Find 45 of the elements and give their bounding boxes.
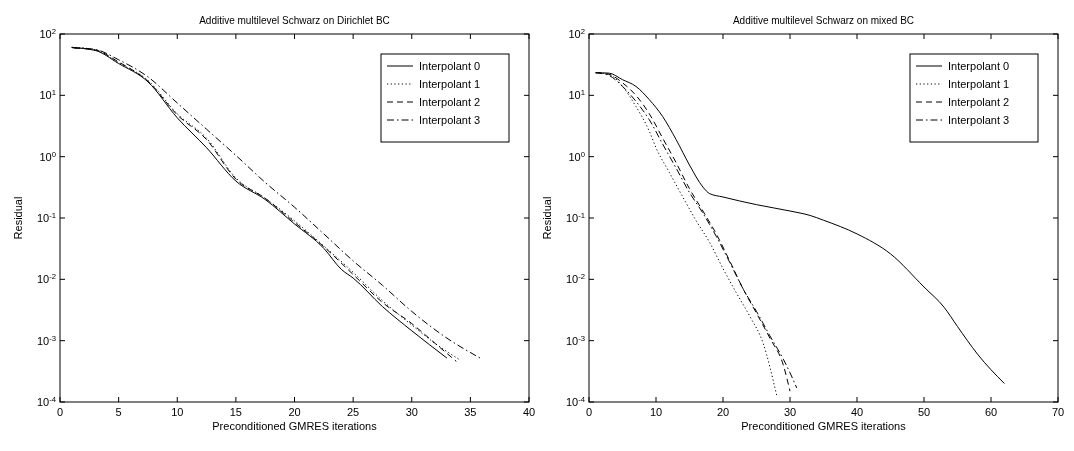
x-tick-label: 0 xyxy=(56,406,64,418)
y-tick-label: 10$^{-3}$ xyxy=(36,333,56,347)
x-tick-label: 15 xyxy=(229,406,242,418)
x-tick-label: 10 xyxy=(171,406,184,418)
y-tick-label: 10$^{0}$ xyxy=(39,149,56,163)
legend-label: Interpolant 2 xyxy=(948,96,1010,108)
y-tick-label: 10$^{-2}$ xyxy=(565,271,585,286)
y-tick-label: 10$^{1}$ xyxy=(39,87,56,102)
x-axis-title: Preconditioned GMRES iterations xyxy=(741,420,907,432)
legend-label: Interpolant 3 xyxy=(948,114,1010,126)
x-tick-label: 50 xyxy=(917,406,931,418)
x-tick-label: 30 xyxy=(405,406,418,418)
y-tick-label: 10$^{-2}$ xyxy=(36,271,56,286)
legend-label: Interpolant 0 xyxy=(948,60,1010,72)
chart-title: Additive multilevel Schwarz on mixed BC xyxy=(732,15,915,26)
y-axis-title: Residual xyxy=(541,196,553,240)
y-tick-label: 10$^{-1}$ xyxy=(36,210,56,224)
y-tick-label: 10$^{-4}$ xyxy=(565,394,586,408)
x-tick-label: 40 xyxy=(522,406,536,418)
x-tick-label: 30 xyxy=(783,406,797,418)
y-tick-label: 10$^{-1}$ xyxy=(565,210,585,224)
x-tick-label: 60 xyxy=(984,406,998,418)
y-tick-label: 10$^{2}$ xyxy=(39,26,56,40)
y-tick-label: 10$^{-4}$ xyxy=(36,394,57,408)
x-tick-label: 20 xyxy=(716,406,730,418)
legend-label: Interpolant 1 xyxy=(948,78,1010,90)
chart-title: Additive multilevel Schwarz on Dirichlet BC xyxy=(199,15,390,26)
x-axis-title: Preconditioned GMRES iterations xyxy=(212,420,378,432)
y-axis-title: Residual xyxy=(12,196,24,240)
x-tick-label: 70 xyxy=(1051,406,1065,418)
x-tick-label: 25 xyxy=(347,406,360,418)
legend-label: Interpolant 2 xyxy=(419,96,481,108)
legend-label: Interpolant 1 xyxy=(419,78,481,90)
y-tick-label: 10$^{-3}$ xyxy=(565,333,585,347)
y-tick-label: 10$^{0}$ xyxy=(568,149,585,163)
y-tick-label: 10$^{1}$ xyxy=(568,87,585,102)
y-tick-label: 10$^{2}$ xyxy=(568,26,585,40)
x-tick-label: 5 xyxy=(115,406,122,418)
x-tick-label: 10 xyxy=(649,406,663,418)
legend-label: Interpolant 0 xyxy=(419,60,481,72)
x-tick-label: 20 xyxy=(288,406,301,418)
legend-label: Interpolant 3 xyxy=(419,114,481,126)
x-tick-label: 40 xyxy=(850,406,864,418)
x-tick-label: 0 xyxy=(585,406,593,418)
x-tick-label: 35 xyxy=(464,406,477,418)
